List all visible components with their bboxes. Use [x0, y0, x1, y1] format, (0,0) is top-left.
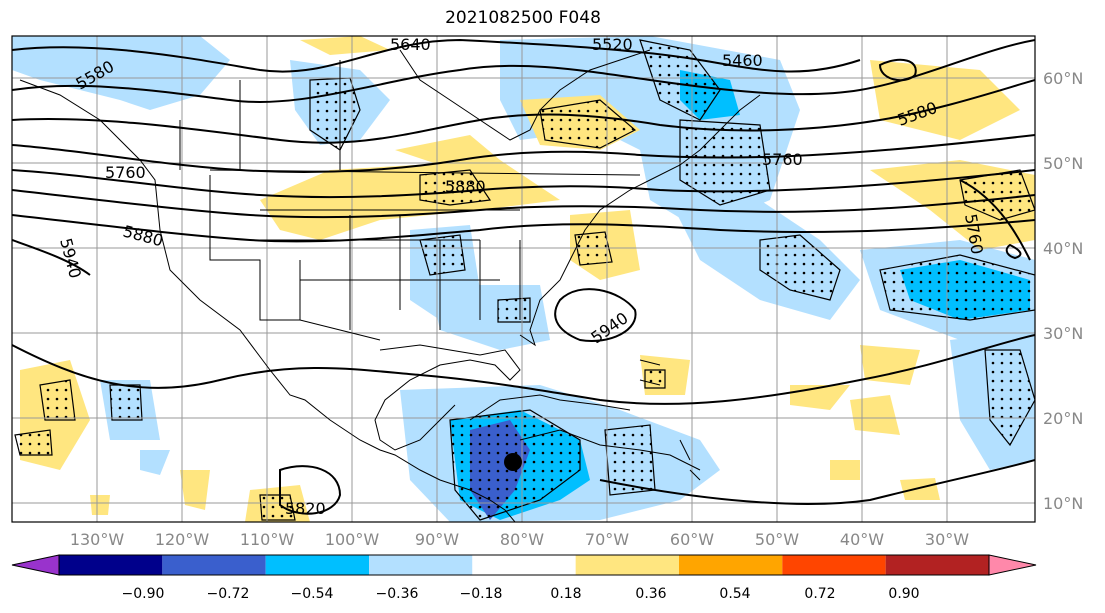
contour-label-5880-lakes: 5880 — [445, 177, 486, 196]
colorbar-segment — [369, 555, 473, 575]
longitude-labels: 130°W 120°W 110°W 100°W 90°W 80°W 70°W 6… — [70, 530, 969, 549]
colorbar-labels: −0.90 −0.72 −0.54 −0.36 −0.18 0.18 0.36 … — [122, 586, 920, 602]
colorbar-segment — [575, 555, 679, 575]
colorbar-segment — [162, 555, 266, 575]
colorbar-label: 0.54 — [719, 586, 750, 602]
lat-label: 10°N — [1043, 494, 1083, 513]
colorbar-extend-low — [11, 554, 60, 576]
lat-label: 30°N — [1043, 324, 1083, 343]
lon-label: 100°W — [325, 530, 380, 549]
lon-label: 60°W — [670, 530, 714, 549]
colorbar-frame — [58, 554, 990, 576]
map-frame — [11, 35, 1036, 523]
colorbar-label: −0.54 — [291, 586, 334, 602]
contour-label-5460: 5460 — [722, 51, 763, 70]
colorbar-label: 0.90 — [888, 586, 919, 602]
map-title: 2021082500 F048 — [445, 8, 601, 28]
lon-label: 70°W — [585, 530, 629, 549]
colorbar-segment — [59, 555, 163, 575]
colorbar-segment — [679, 555, 783, 575]
colorbar-label: 0.36 — [635, 586, 666, 602]
contour-label-5760-atlantic: 5760 — [762, 150, 803, 169]
colorbar-label: −0.72 — [207, 586, 250, 602]
lon-label: 90°W — [415, 530, 459, 549]
lon-label: 80°W — [500, 530, 544, 549]
contour-label-5640: 5640 — [390, 35, 431, 54]
lat-label: 50°N — [1043, 154, 1083, 173]
colorbar — [11, 554, 1037, 576]
contour-label-5760-pacific: 5760 — [105, 163, 146, 182]
height-contours — [12, 38, 1035, 515]
colorbar-extend-high — [988, 554, 1037, 576]
lon-label: 40°W — [840, 530, 884, 549]
colorbar-label: −0.18 — [460, 586, 503, 602]
contour-label-5520: 5520 — [592, 35, 633, 54]
lon-label: 50°W — [755, 530, 799, 549]
colorbar-label: 0.18 — [550, 586, 581, 602]
colorbar-segment — [265, 555, 369, 575]
colorbar-segment — [885, 555, 989, 575]
colorbar-segment — [782, 555, 886, 575]
graticule — [12, 36, 1035, 522]
lon-label: 120°W — [155, 530, 210, 549]
lat-label: 40°N — [1043, 239, 1083, 258]
lat-label: 60°N — [1043, 69, 1083, 88]
storm-center-marker — [504, 453, 522, 471]
lat-label: 20°N — [1043, 409, 1083, 428]
colorbar-label: −0.90 — [122, 586, 165, 602]
coastlines — [19, 49, 761, 522]
colorbar-segment — [472, 555, 576, 575]
colorbar-label: 0.72 — [804, 586, 835, 602]
latitude-labels: 60°N 50°N 40°N 30°N 20°N 10°N — [1043, 69, 1083, 513]
contour-label-5820: 5820 — [285, 499, 326, 518]
lon-label: 130°W — [70, 530, 125, 549]
colorbar-label: −0.36 — [376, 586, 419, 602]
lon-label: 110°W — [240, 530, 295, 549]
map-panel: 5640 5460 5580 5580 5760 5760 5880 5940 … — [11, 35, 1036, 523]
lon-label: 30°W — [925, 530, 969, 549]
